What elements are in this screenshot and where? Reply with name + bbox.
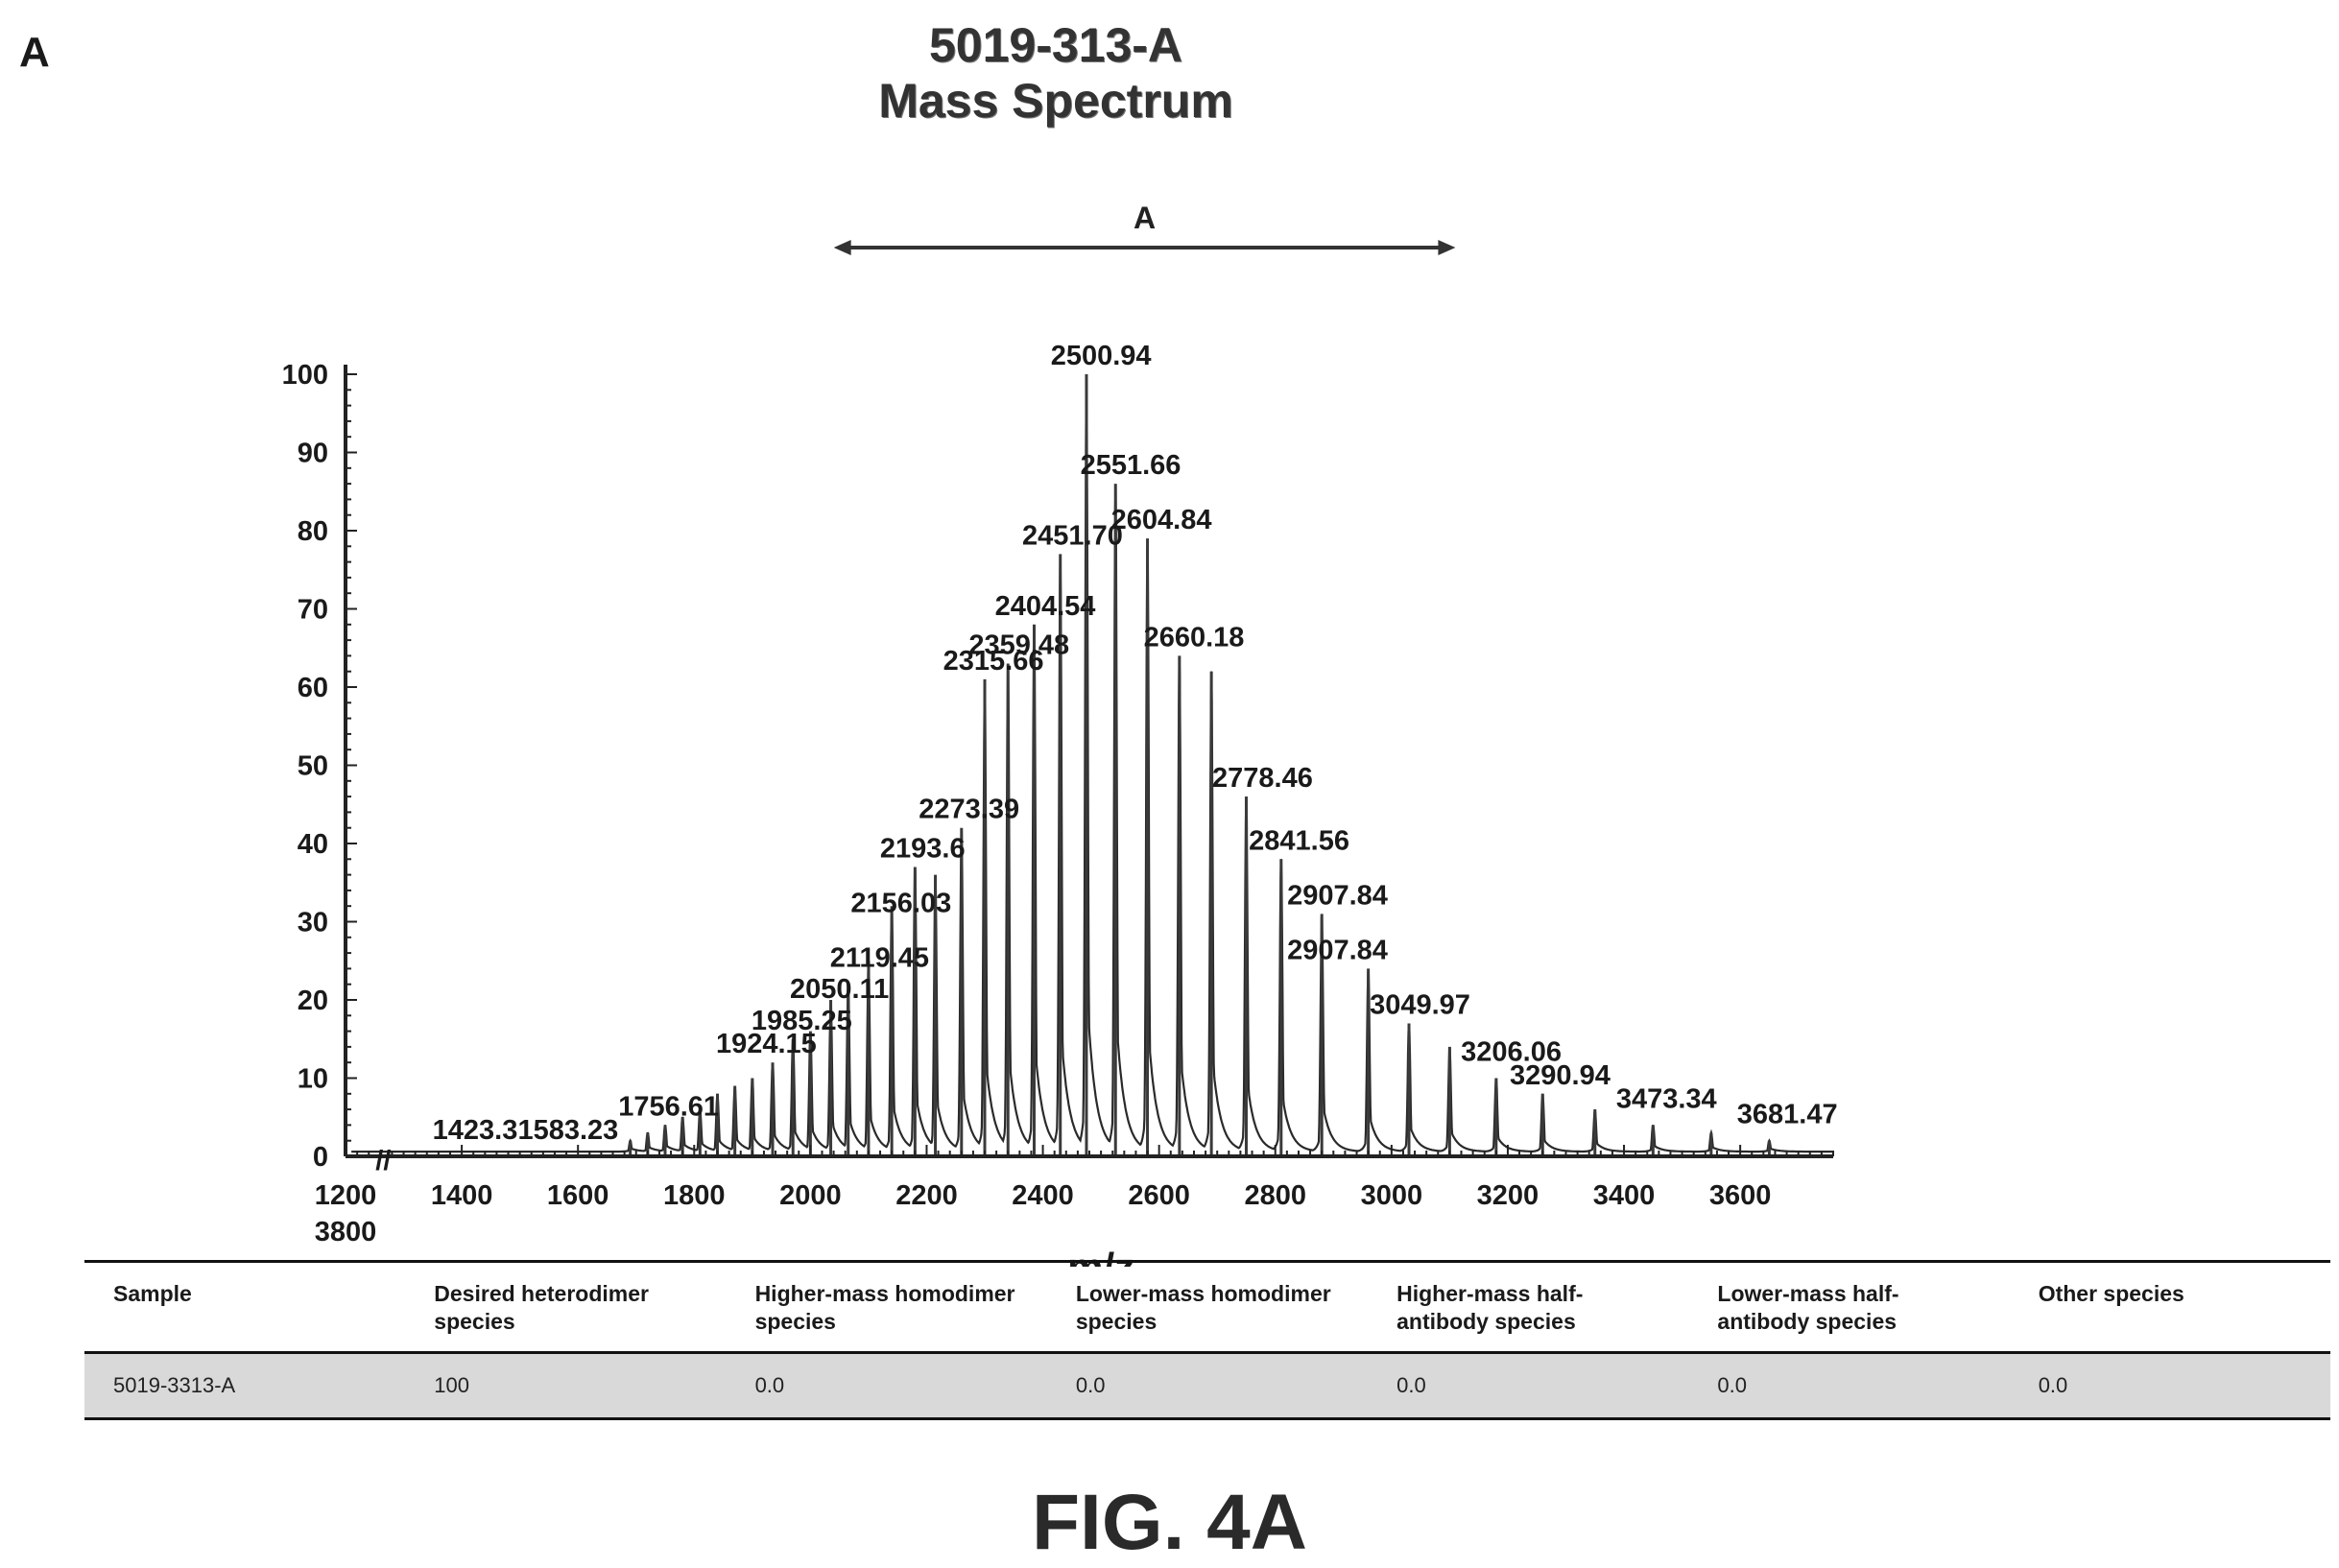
peak-label: 2907.84	[1287, 880, 1388, 911]
peak-label: 3290.94	[1510, 1060, 1611, 1091]
y-tick-label: 40	[298, 829, 328, 860]
table-header-cell: Lower-mass homodimer species	[1075, 1281, 1331, 1334]
spectrum-line	[351, 377, 1833, 1153]
table-cell: 0.0	[2009, 1352, 2330, 1419]
x-tick-label: 1200	[315, 1180, 377, 1211]
peak-label: 3206.06	[1461, 1036, 1562, 1067]
peak-label: 2660.18	[1144, 622, 1245, 653]
peak-label: 3473.34	[1616, 1083, 1717, 1114]
y-tick-label: 80	[298, 516, 328, 547]
axis-break-mark: //	[375, 1146, 391, 1176]
peak-label: 2551.66	[1081, 450, 1181, 481]
table-cell: 100	[405, 1352, 727, 1419]
peak-label: 2500.94	[1051, 341, 1152, 371]
peak-label: 1756.61	[618, 1091, 719, 1122]
y-tick-label: 70	[298, 595, 328, 626]
x-tick-label: 2600	[1128, 1180, 1190, 1211]
peak-label: 3049.97	[1370, 989, 1470, 1020]
axes: // 0 10 20 30 40 50 60 70 80 90 100 1200 1400 1600 1800…	[282, 360, 1834, 1247]
y-tick-label: 90	[298, 439, 328, 469]
range-marker-right-arrow	[1438, 240, 1456, 255]
y-tick-label: 0	[313, 1142, 328, 1173]
table-cell: 0.0	[726, 1352, 1047, 1419]
table-header-cell: Higher-mass half-antibody species	[1396, 1281, 1584, 1334]
mass-spectrum-chart: A // 0 10 20 30 40 50 60 70 80 90 100 1200 1400 1600 18…	[282, 201, 1838, 1267]
table-header-row: Sample Desired heterodimer species Higher-…	[84, 1261, 2330, 1353]
x-tick-label: 1800	[663, 1180, 726, 1211]
y-tick-label: 60	[298, 673, 328, 703]
peak-label: 2156.03	[850, 889, 951, 919]
peak-label: 1985.25	[752, 1006, 852, 1036]
peak-label: 2778.46	[1212, 763, 1313, 794]
table-header-cell: Lower-mass half-antibody species	[1717, 1281, 1899, 1334]
x-tick-label: 3200	[1477, 1180, 1539, 1211]
x-tick-label: 3600	[1709, 1180, 1772, 1211]
peak-label: 2907.84	[1287, 935, 1388, 965]
x-tick-label: 2000	[779, 1180, 842, 1211]
peak-label: 2359.48	[968, 630, 1069, 661]
table-header-cell: Sample	[113, 1281, 192, 1306]
range-marker-label: A	[1134, 201, 1156, 235]
peak-label: 2604.84	[1111, 505, 1212, 535]
peak-label: 2050.11	[790, 974, 889, 1005]
peak-label: 2273.39	[919, 795, 1019, 825]
peak-label: 1423.3	[433, 1115, 518, 1146]
x-tick-label: 3000	[1361, 1180, 1423, 1211]
peak-label: 2315.66	[943, 646, 1044, 677]
y-tick-label: 20	[298, 986, 328, 1016]
peak-label: 1924.15	[716, 1029, 817, 1059]
table-body: 5019-3313-A 100 0.0 0.0 0.0 0.0 0.0	[84, 1352, 2330, 1419]
range-marker: A	[833, 201, 1456, 255]
y-tick-label: 10	[298, 1064, 328, 1095]
species-results-table: Sample Desired heterodimer species Higher-…	[84, 1260, 2330, 1420]
x-tick-label: 2200	[895, 1180, 958, 1211]
y-tick-label: 50	[298, 751, 328, 782]
range-marker-left-arrow	[833, 240, 851, 255]
table-header-cell: Other species	[2038, 1281, 2184, 1306]
peak-label: 2451.70	[1022, 520, 1123, 551]
y-tick-label: 100	[282, 360, 328, 391]
x-tick-label: 3400	[1593, 1180, 1656, 1211]
panel-letter: A	[19, 29, 50, 76]
x-tick-label: 2800	[1244, 1180, 1306, 1211]
table-cell: 0.0	[1368, 1352, 1689, 1419]
table-row: 5019-3313-A 100 0.0 0.0 0.0 0.0 0.0	[84, 1352, 2330, 1419]
table-cell: 0.0	[1688, 1352, 2010, 1419]
table-cell: 5019-3313-A	[84, 1352, 406, 1419]
peak-label: 3681.47	[1737, 1100, 1838, 1130]
y-tick-label: 30	[298, 908, 328, 938]
x-tick-label: 1600	[547, 1180, 609, 1211]
table-header-cell: Desired heterodimer species	[434, 1281, 649, 1334]
peak-label: 2193.6	[880, 833, 966, 864]
chart-title-line2: Mass Spectrum	[878, 74, 1233, 128]
peak-label: 2841.56	[1249, 825, 1349, 856]
peak-label: 2119.45	[830, 943, 929, 974]
table-header-cell: Higher-mass homodimer species	[754, 1281, 1015, 1334]
chart-title-line1: 5019-313-A	[928, 18, 1183, 72]
peak-label: 1583.23	[517, 1115, 618, 1146]
table-cell: 0.0	[1046, 1352, 1369, 1419]
x-axis-label: m/z	[1067, 1245, 1134, 1267]
x-tick-label: 2400	[1012, 1180, 1074, 1211]
figure-caption: FIG. 4A	[1031, 1479, 1308, 1566]
spectrum-trace	[351, 374, 1833, 1156]
peak-label: 2404.54	[995, 591, 1096, 622]
x-tick-label: 1400	[431, 1180, 493, 1211]
x-tick-label: 3800	[315, 1217, 377, 1247]
